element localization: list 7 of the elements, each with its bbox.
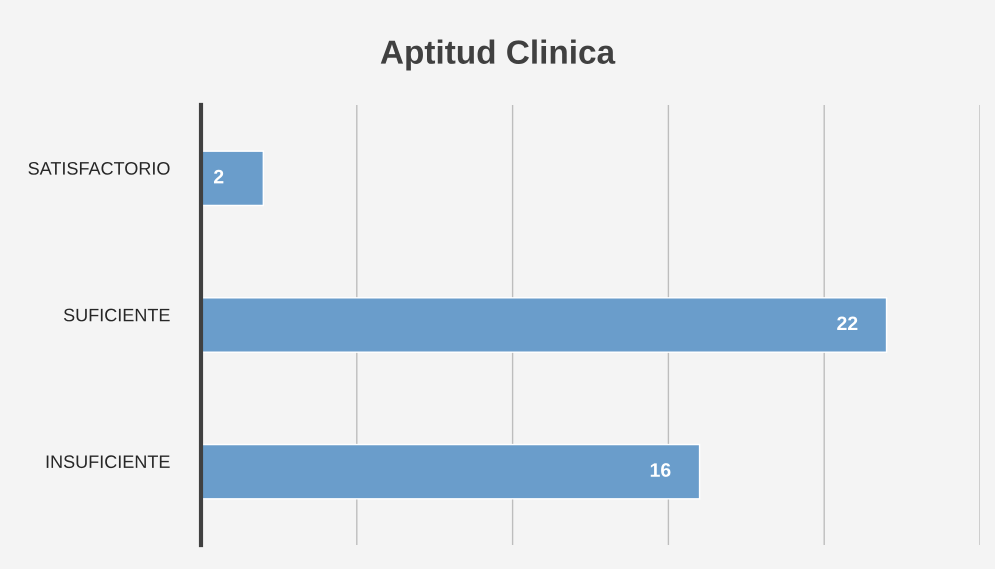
data-label: 16 [650, 463, 670, 477]
chart-title: Aptitud Clinica [380, 39, 616, 71]
data-label: 22 [837, 316, 858, 330]
y-tick-label: INSUFICIENTE [46, 455, 170, 468]
y-tick-label: SATISFACTORIO [28, 162, 170, 175]
y-tick-label: SUFICIENTE [64, 308, 170, 322]
data-label: 2 [214, 170, 224, 184]
